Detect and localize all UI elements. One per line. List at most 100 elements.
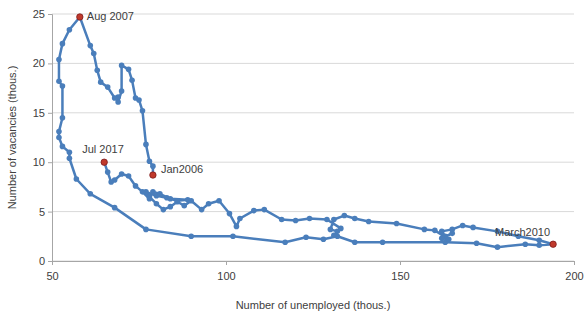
point	[293, 218, 299, 224]
point	[432, 228, 438, 234]
point	[282, 239, 288, 245]
point	[56, 135, 62, 141]
annotation-point	[150, 172, 156, 178]
point	[185, 197, 191, 203]
annotation-label: March2010	[495, 226, 550, 238]
point	[230, 234, 236, 240]
tick-mark	[48, 261, 52, 262]
axis-line	[53, 262, 575, 266]
grid-line	[52, 63, 574, 64]
point	[119, 171, 125, 177]
point	[126, 67, 132, 73]
point	[460, 223, 466, 229]
x-axis-title: Number of unemployed (thous.)	[236, 299, 391, 311]
point	[446, 236, 452, 242]
grid	[52, 14, 574, 261]
point	[536, 242, 542, 248]
point	[174, 198, 180, 204]
point	[470, 225, 476, 231]
point	[112, 205, 118, 211]
annotation-point	[77, 14, 83, 20]
point	[394, 221, 400, 227]
tick: 5	[39, 206, 52, 218]
point	[234, 224, 240, 230]
point	[133, 95, 139, 101]
point	[331, 233, 337, 239]
tick-label: 20	[33, 57, 45, 69]
point	[147, 196, 153, 202]
tick-label: 50	[46, 270, 58, 282]
point	[94, 68, 100, 74]
point	[324, 217, 330, 223]
y-axis: 0 5 10 15 20 25	[33, 8, 53, 267]
axis-line	[48, 15, 53, 262]
point	[439, 229, 445, 235]
point	[87, 43, 93, 49]
point	[303, 234, 309, 240]
point	[328, 227, 334, 233]
point	[206, 201, 212, 207]
point	[199, 207, 205, 213]
point	[87, 191, 93, 197]
point	[216, 198, 222, 204]
point	[321, 236, 327, 242]
point	[56, 57, 62, 63]
point	[261, 207, 267, 213]
point	[237, 216, 243, 222]
point	[143, 227, 149, 233]
point	[108, 179, 114, 185]
point	[474, 240, 480, 246]
point	[174, 199, 180, 205]
point	[181, 203, 187, 209]
point	[380, 239, 386, 245]
point	[352, 216, 358, 222]
point	[352, 239, 358, 245]
tick-label: 200	[565, 270, 583, 282]
plot-area	[56, 14, 556, 250]
point	[536, 237, 542, 243]
point	[140, 108, 146, 114]
point	[147, 158, 153, 164]
point	[74, 176, 80, 182]
tick-mark	[48, 162, 52, 163]
tick-mark	[574, 261, 575, 265]
point	[150, 189, 156, 195]
point	[67, 27, 73, 33]
grid-line	[52, 211, 574, 212]
tick: 25	[33, 8, 52, 20]
point	[60, 41, 66, 47]
point	[279, 217, 285, 223]
point	[143, 142, 149, 148]
point	[67, 150, 73, 156]
point	[154, 201, 160, 207]
point	[60, 115, 66, 121]
annotation-point	[101, 159, 107, 165]
tick-label: 0	[39, 255, 45, 267]
series-line	[59, 17, 553, 247]
point	[119, 63, 125, 69]
point	[56, 78, 62, 84]
point	[119, 88, 125, 94]
tick-label: 150	[391, 270, 409, 282]
tick-label: 5	[39, 206, 45, 218]
point	[449, 231, 455, 237]
point	[60, 83, 66, 89]
point	[227, 211, 233, 217]
tick-mark	[48, 63, 52, 64]
tick-mark	[48, 212, 52, 213]
tick: 20	[33, 57, 52, 69]
point	[150, 172, 156, 178]
point	[101, 159, 107, 165]
point	[422, 227, 428, 233]
tick: 50	[46, 261, 58, 282]
tick: 15	[33, 107, 52, 119]
point	[366, 219, 372, 225]
tick: 200	[565, 261, 583, 282]
point	[105, 169, 111, 175]
point	[168, 196, 174, 202]
x-axis: 50100150200	[46, 261, 583, 282]
tick-mark	[226, 261, 227, 265]
tick: 10	[33, 156, 52, 168]
point	[157, 191, 163, 197]
point	[251, 208, 257, 214]
